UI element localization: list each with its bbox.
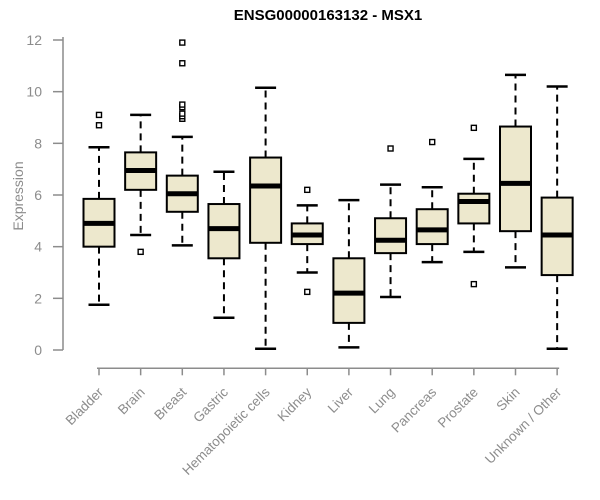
category-label: Bladder — [63, 384, 107, 428]
outlier-point — [179, 60, 186, 67]
outlier-point — [95, 111, 103, 119]
outlier-point — [95, 122, 103, 129]
category-label: Pancreas — [388, 384, 439, 435]
y-tick-label: 12 — [26, 32, 42, 48]
outlier-point — [137, 248, 144, 256]
y-tick-label: 10 — [26, 84, 42, 100]
category-label: Lung — [366, 385, 398, 417]
box-rect — [207, 203, 241, 260]
y-tick-label: 2 — [34, 290, 42, 306]
outlier-point — [179, 39, 186, 46]
y-tick-label: 4 — [34, 239, 42, 255]
outlier-point — [470, 280, 478, 288]
category-label: Prostate — [435, 385, 481, 431]
category-label: Unknown / Other — [482, 384, 565, 467]
box-rect — [457, 192, 491, 225]
box-rect — [415, 208, 449, 246]
category-label: Kidney — [275, 384, 315, 424]
box-rect — [374, 217, 408, 255]
y-axis-label: Expression — [10, 161, 26, 231]
y-tick-label: 0 — [34, 342, 42, 358]
box-rect — [499, 125, 532, 233]
chart-title: ENSG00000163132 - MSX1 — [233, 7, 423, 24]
category-label: Gastric — [190, 384, 231, 425]
outlier-point — [429, 138, 436, 146]
outlier-point — [387, 145, 394, 152]
outlier-point — [304, 288, 311, 296]
box-rect — [249, 156, 283, 244]
y-tick-label: 8 — [34, 135, 42, 151]
outlier-point — [179, 101, 186, 108]
outlier-point — [304, 186, 311, 194]
category-label: Breast — [151, 384, 189, 422]
outlier-point — [470, 124, 478, 132]
category-label: Liver — [325, 384, 357, 416]
category-label: Brain — [115, 385, 148, 418]
y-tick-label: 6 — [34, 187, 42, 203]
category-label: Skin — [493, 385, 522, 414]
outlier-point — [179, 110, 186, 117]
box-rect — [332, 257, 366, 324]
